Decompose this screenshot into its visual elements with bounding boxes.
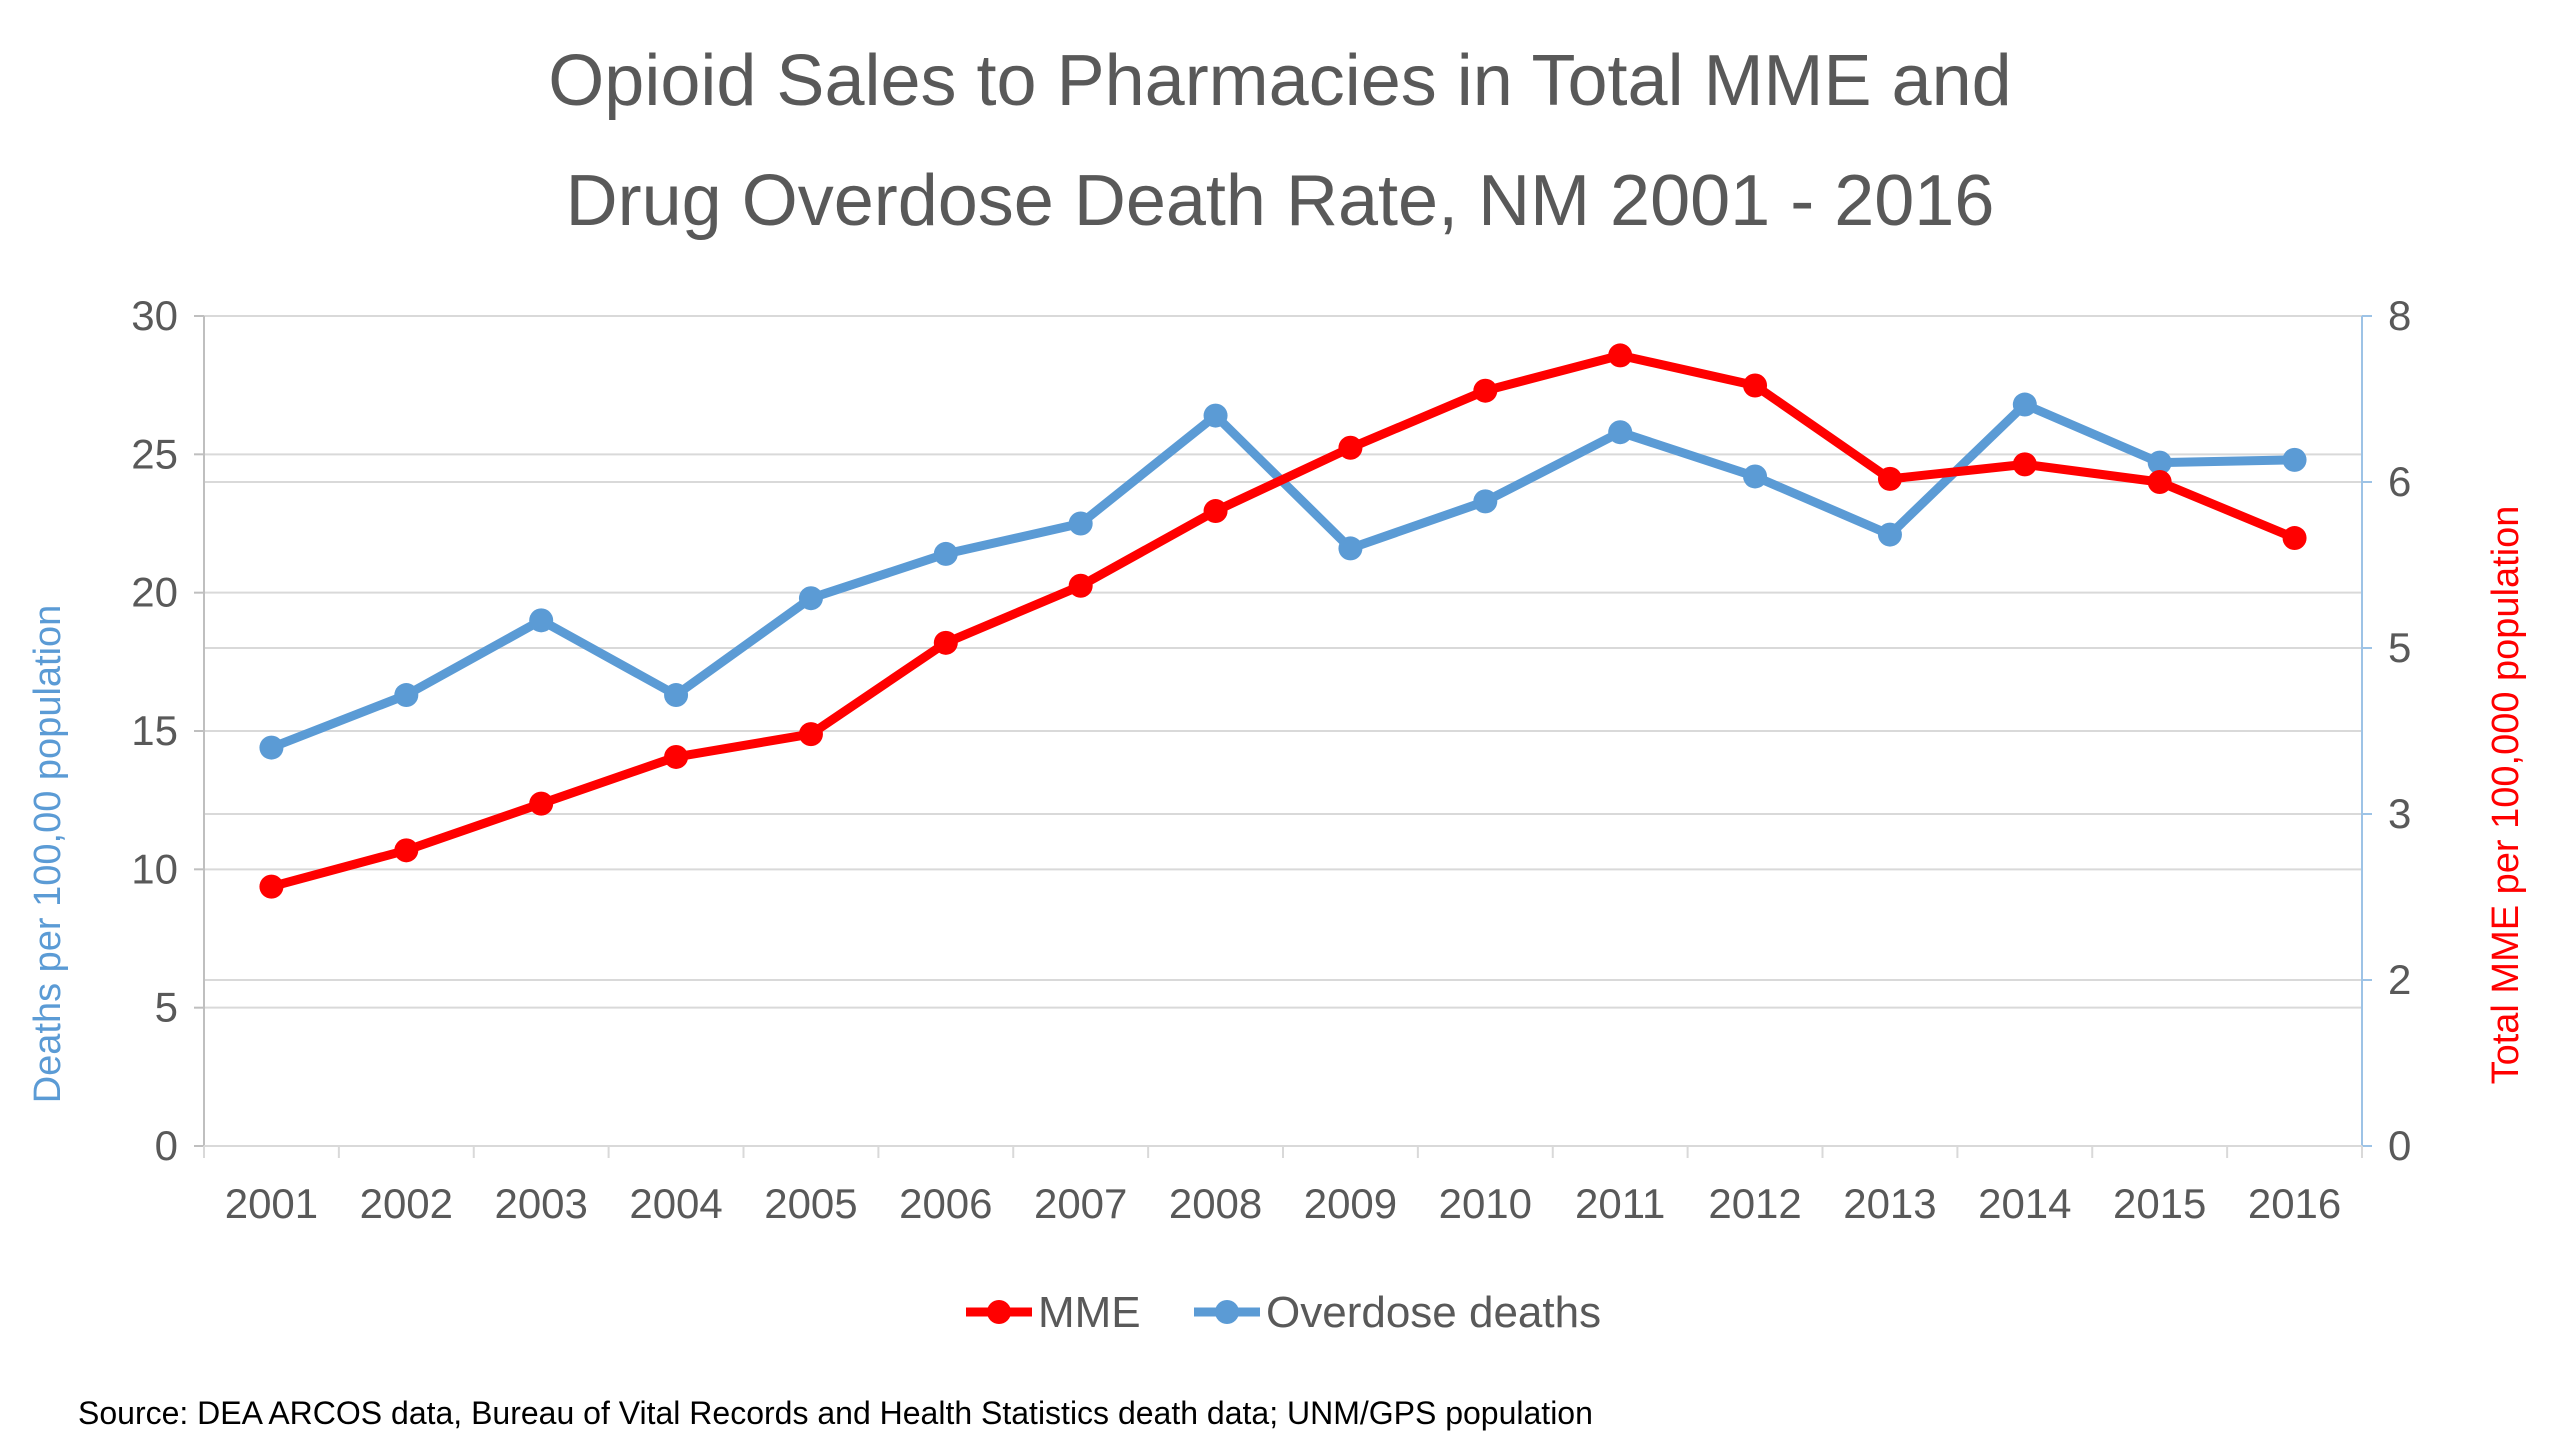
legend: MME Overdose deaths: [966, 1288, 1601, 1337]
data-point-mme: [933, 630, 958, 655]
data-point-mme: [1473, 378, 1498, 403]
x-tick-label: 2011: [1575, 1180, 1665, 1227]
data-point-overdose-deaths: [529, 608, 554, 633]
y-left-tick-label: 10: [131, 845, 178, 892]
data-point-overdose-deaths: [1338, 536, 1363, 561]
data-point-overdose-deaths: [933, 541, 958, 566]
x-tick-label: 2003: [494, 1180, 587, 1227]
data-point-overdose-deaths: [1473, 489, 1498, 514]
data-point-mme: [2147, 470, 2172, 494]
data-point-overdose-deaths: [2282, 447, 2307, 472]
data-point-overdose-deaths: [1877, 522, 1902, 547]
x-tick-label: 2007: [1034, 1180, 1127, 1227]
data-point-overdose-deaths: [1743, 464, 1768, 489]
data-point-mme: [1338, 435, 1363, 460]
x-tick-label: 2009: [1304, 1180, 1397, 1227]
legend-swatch-marker-overdose-deaths: [1215, 1300, 1239, 1324]
y-right-tick-label: 2: [2388, 956, 2411, 1003]
x-tick-label: 2001: [225, 1180, 318, 1227]
data-point-mme: [1068, 573, 1093, 598]
axes: 0 5 10 15 20 25 30 0 2 3 5 6 8 2001 2002 2003 2004 2005 20…: [131, 292, 2411, 1227]
series-lines: [259, 343, 2307, 899]
data-point-mme: [2012, 452, 2037, 477]
y-axis-right-label: Total MME per 100,000 population: [2485, 506, 2527, 1085]
x-tick-label: 2016: [2248, 1180, 2341, 1227]
series-line-mme: [266, 350, 2300, 892]
y-right-tick-label: 0: [2388, 1122, 2411, 1169]
data-point-mme: [1743, 373, 1768, 398]
data-point-overdose-deaths: [394, 683, 419, 708]
data-point-mme: [1877, 466, 1902, 491]
legend-label-overdose-deaths: Overdose deaths: [1266, 1288, 1601, 1337]
data-point-overdose-deaths: [798, 586, 823, 611]
source-note: Source: DEA ARCOS data, Bureau of Vital …: [78, 1395, 1593, 1431]
x-tick-label: 2010: [1439, 1180, 1532, 1227]
series-line-overdose-deaths: [266, 400, 2300, 753]
data-point-mme: [1203, 499, 1228, 524]
legend-swatch-marker-mme: [987, 1300, 1011, 1324]
data-point-overdose-deaths: [1608, 420, 1633, 445]
y-left-tick-label: 5: [155, 984, 178, 1031]
y-left-tick-label: 25: [131, 430, 178, 477]
legend-label-mme: MME: [1038, 1288, 1141, 1337]
data-point-mme: [259, 874, 284, 899]
y-right-tick-label: 6: [2388, 458, 2411, 505]
data-point-mme: [394, 838, 419, 863]
data-point-overdose-deaths: [664, 683, 689, 708]
x-tick-label: 2013: [1843, 1180, 1936, 1227]
data-point-mme: [2282, 526, 2307, 551]
data-point-mme: [529, 791, 554, 816]
y-left-tick-label: 30: [131, 292, 178, 339]
grid-lines: [204, 315, 2362, 1009]
chart-title-line1: Opioid Sales to Pharmacies in Total MME …: [548, 41, 2011, 121]
data-point-overdose-deaths: [1068, 511, 1093, 536]
x-tick-label: 2002: [360, 1180, 453, 1227]
chart-title-line2: Drug Overdose Death Rate, NM 2001 - 2016: [566, 161, 1995, 241]
y-left-tick-label: 20: [131, 569, 178, 616]
data-point-mme: [798, 722, 823, 747]
x-tick-label: 2008: [1169, 1180, 1262, 1227]
y-right-tick-label: 8: [2388, 292, 2411, 339]
x-tick-label: 2014: [1978, 1180, 2071, 1227]
x-tick-label: 2012: [1708, 1180, 1801, 1227]
data-point-mme: [1608, 343, 1633, 368]
y-right-tick-label: 5: [2388, 624, 2411, 671]
data-point-overdose-deaths: [259, 735, 284, 760]
x-tick-label: 2015: [2113, 1180, 2206, 1227]
x-tick-label: 2006: [899, 1180, 992, 1227]
data-point-overdose-deaths: [2012, 392, 2037, 417]
data-point-overdose-deaths: [1203, 403, 1228, 428]
y-right-tick-label: 3: [2388, 790, 2411, 837]
data-point-mme: [664, 744, 689, 769]
y-axis-left-label: Deaths per 100,00 population: [27, 605, 69, 1104]
y-left-tick-label: 0: [155, 1122, 178, 1169]
y-left-tick-label: 15: [131, 707, 178, 754]
data-point-overdose-deaths: [2147, 450, 2172, 475]
x-tick-label: 2004: [629, 1180, 722, 1227]
x-tick-label: 2005: [764, 1180, 857, 1227]
